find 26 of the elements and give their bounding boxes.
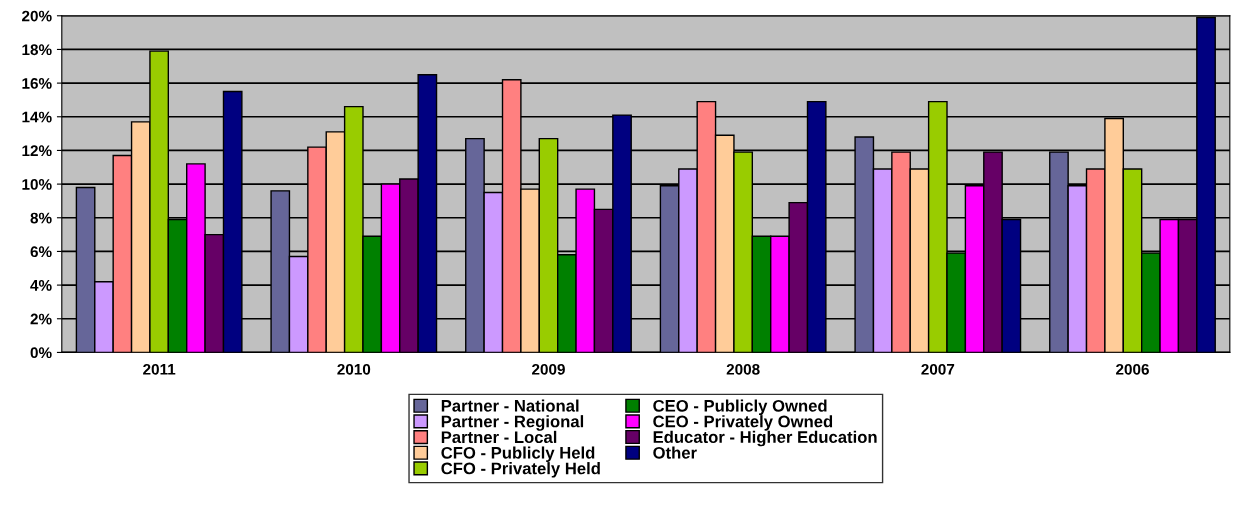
legend-label: CFO - Privately Held: [441, 462, 600, 478]
y-tick-label: 10%: [22, 178, 52, 190]
x-tick-label: 2007: [921, 363, 955, 375]
y-tick-label: 20%: [22, 10, 52, 22]
legend-label: CEO - Publicly Owned: [653, 399, 827, 416]
y-tick-label: 16%: [22, 77, 52, 89]
x-tick-label: 2011: [143, 363, 176, 375]
y-tick-label: 12%: [22, 145, 52, 157]
y-tick-label: 6%: [30, 246, 52, 258]
x-tick-label: 2008: [726, 363, 760, 375]
y-tick-label: 8%: [30, 212, 52, 224]
y-tick-label: 14%: [22, 111, 52, 123]
legend-label: CEO - Privately Owned: [653, 415, 833, 431]
legend-label: Partner - Local: [441, 430, 557, 444]
legend-label: Educator - Higher Education: [653, 430, 877, 447]
y-tick-label: 18%: [22, 44, 52, 56]
x-tick-label: 2009: [532, 363, 565, 375]
y-tick-label: 4%: [30, 280, 52, 291]
x-tick-label: 2006: [1116, 363, 1149, 375]
legend-label: Other: [653, 446, 697, 459]
legend-label: Partner - National: [441, 399, 579, 412]
legend-label: CFO - Publicly Held: [441, 446, 595, 462]
x-tick-label: 2010: [337, 363, 371, 375]
legend-label: Partner - Regional: [441, 415, 584, 431]
y-tick-label: 2%: [30, 313, 52, 325]
y-tick-label: 0%: [30, 347, 52, 359]
